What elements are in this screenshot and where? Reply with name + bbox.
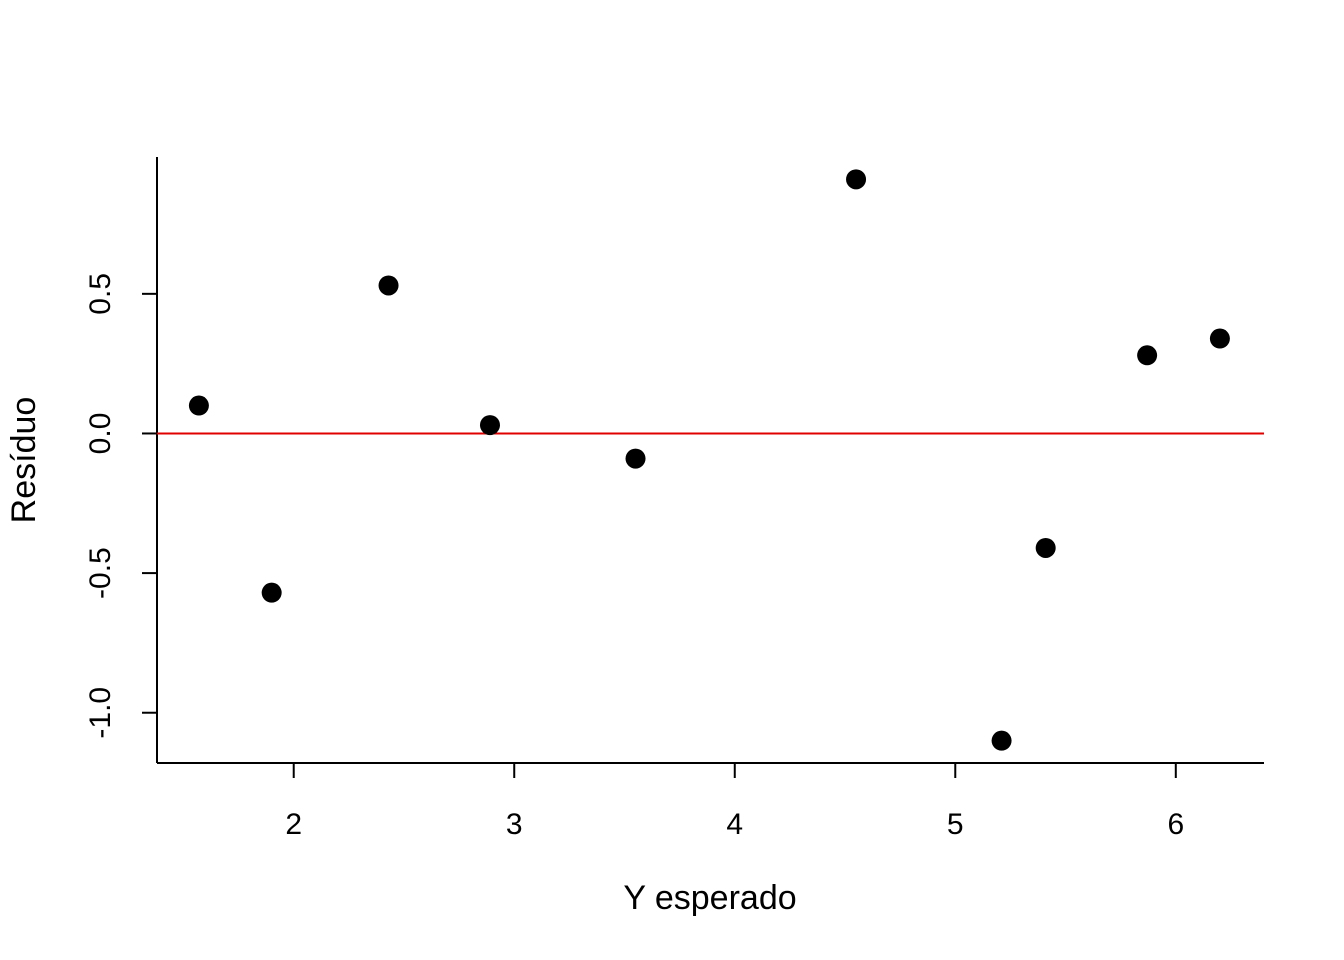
data-point (625, 448, 646, 469)
y-tick-label: -1.0 (84, 687, 117, 739)
data-point (846, 169, 867, 190)
data-point (1137, 345, 1158, 366)
y-tick-label: -0.5 (84, 547, 117, 599)
y-tick-label: 0.5 (84, 273, 117, 315)
y-axis-title: Resíduo (5, 397, 43, 524)
x-axis-title: Y esperado (623, 879, 796, 917)
data-point (188, 395, 209, 416)
data-point (1035, 537, 1056, 558)
y-ticks: -1.0 -0.5 0.0 0.5 (84, 273, 157, 739)
x-ticks: 2 3 4 5 6 (285, 763, 1184, 841)
data-point (261, 582, 282, 603)
y-tick-label: 0.0 (84, 413, 117, 455)
x-tick-label: 2 (285, 808, 302, 841)
x-tick-label: 3 (506, 808, 523, 841)
x-tick-label: 4 (726, 808, 743, 841)
data-point (479, 415, 500, 436)
x-tick-label: 6 (1167, 808, 1184, 841)
data-point (991, 730, 1012, 751)
axes (156, 157, 1264, 764)
x-tick-label: 5 (947, 808, 964, 841)
data-point (1209, 328, 1230, 349)
data-points (188, 169, 1230, 751)
data-point (378, 275, 399, 296)
